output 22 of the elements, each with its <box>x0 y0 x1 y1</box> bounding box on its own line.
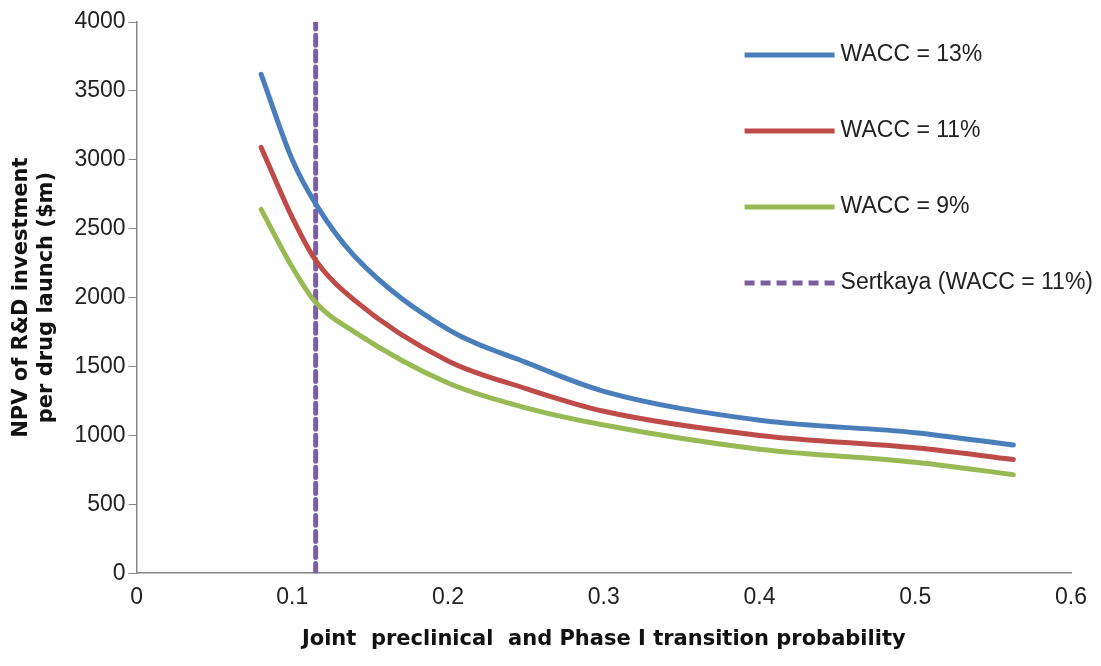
x-tick-label: 0.3 <box>587 583 620 610</box>
x-tick-label: 0.1 <box>276 583 309 610</box>
y-tick-label: 3500 <box>74 76 126 103</box>
y-tick-label: 1500 <box>74 351 126 378</box>
y-tick-label: 0 <box>112 558 126 585</box>
y-tick-label: 3000 <box>74 145 126 172</box>
x-tick-label: 0 <box>130 583 143 610</box>
x-axis-title: Joint preclinical and Phase I transition probability <box>299 625 906 650</box>
x-tick-label: 0.4 <box>743 583 776 610</box>
y-tick-label: 2000 <box>74 282 126 309</box>
y-axis-title: NPV of R&D investment per drug launch ($m) <box>8 157 58 438</box>
y-tick-label: 500 <box>87 489 126 516</box>
x-tick-label: 0.2 <box>432 583 465 610</box>
y-tick-label: 1000 <box>74 420 126 447</box>
legend-label: Sertkaya (WACC = 11%) <box>840 268 1094 295</box>
x-tick-label: 0.6 <box>1055 583 1087 610</box>
x-tick-label: 0.5 <box>899 583 932 610</box>
legend-label: WACC = 13% <box>840 40 983 67</box>
y-tick-label: 4000 <box>74 7 126 34</box>
y-tick-label: 2500 <box>74 214 126 241</box>
legend-label: WACC = 11% <box>840 116 981 143</box>
legend-label: WACC = 9% <box>840 192 970 219</box>
